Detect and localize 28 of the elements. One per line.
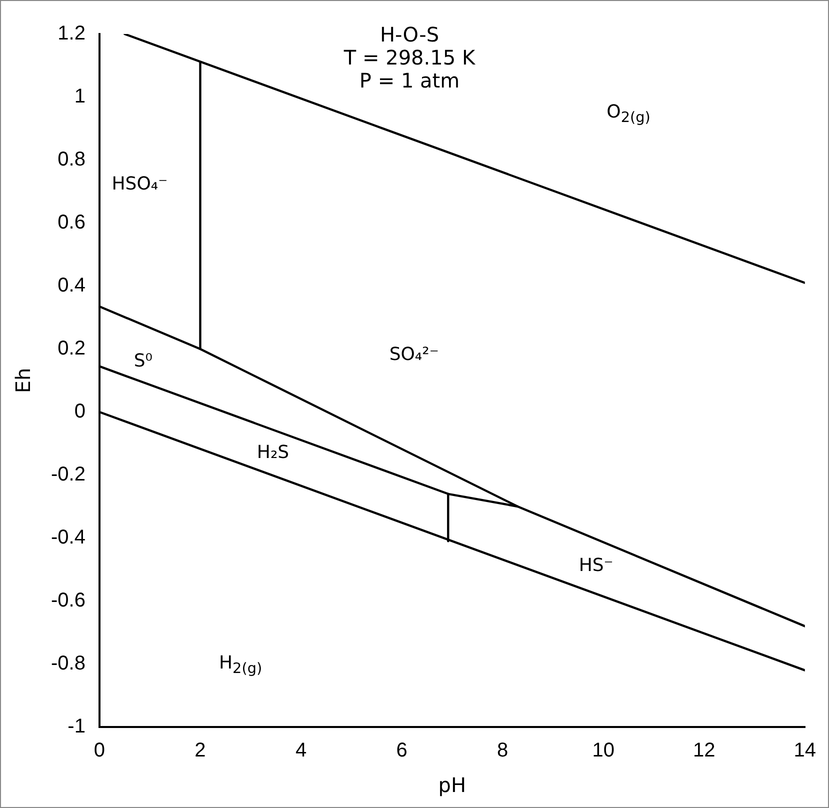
y-tick-label: -1 <box>68 716 86 738</box>
x-tick-label: 6 <box>396 740 408 762</box>
x-tick-label: 8 <box>496 740 508 762</box>
annotation: HS⁻ <box>578 554 614 576</box>
y-tick-label: -0.8 <box>50 652 86 675</box>
y-tick-label: 0.8 <box>58 148 86 171</box>
x-tick-label: 12 <box>692 740 716 762</box>
annotation: SO₄²⁻ <box>389 344 439 366</box>
y-tick-label: 1.2 <box>58 22 86 45</box>
y-tick-label: -0.4 <box>50 526 86 549</box>
x-tick-label: 4 <box>295 740 307 762</box>
text: H-O-S T = 298.15 K P = 1 atm <box>342 22 476 93</box>
x-tick-label: 14 <box>794 740 816 762</box>
y-axis-title: Eh <box>11 368 36 394</box>
y-tick-label: -0.2 <box>50 464 86 486</box>
x-axis-title: pH <box>438 773 466 798</box>
y-tick-label: -0.6 <box>50 590 86 612</box>
y-tick-label: 0.6 <box>58 212 86 234</box>
x-tick-label: 2 <box>194 740 206 762</box>
x-tick-label: 0 <box>94 740 106 762</box>
y-tick-label: 0.4 <box>58 274 86 297</box>
annotation: H₂S <box>256 442 290 463</box>
y-tick-label: 0 <box>74 400 86 423</box>
annotation: S⁰ <box>134 350 153 372</box>
x-tick-label: 10 <box>592 740 614 762</box>
y-tick-label: 1 <box>74 86 86 108</box>
y-tick-label: 0.2 <box>58 338 86 360</box>
annotation: HSO₄⁻ <box>112 174 168 195</box>
